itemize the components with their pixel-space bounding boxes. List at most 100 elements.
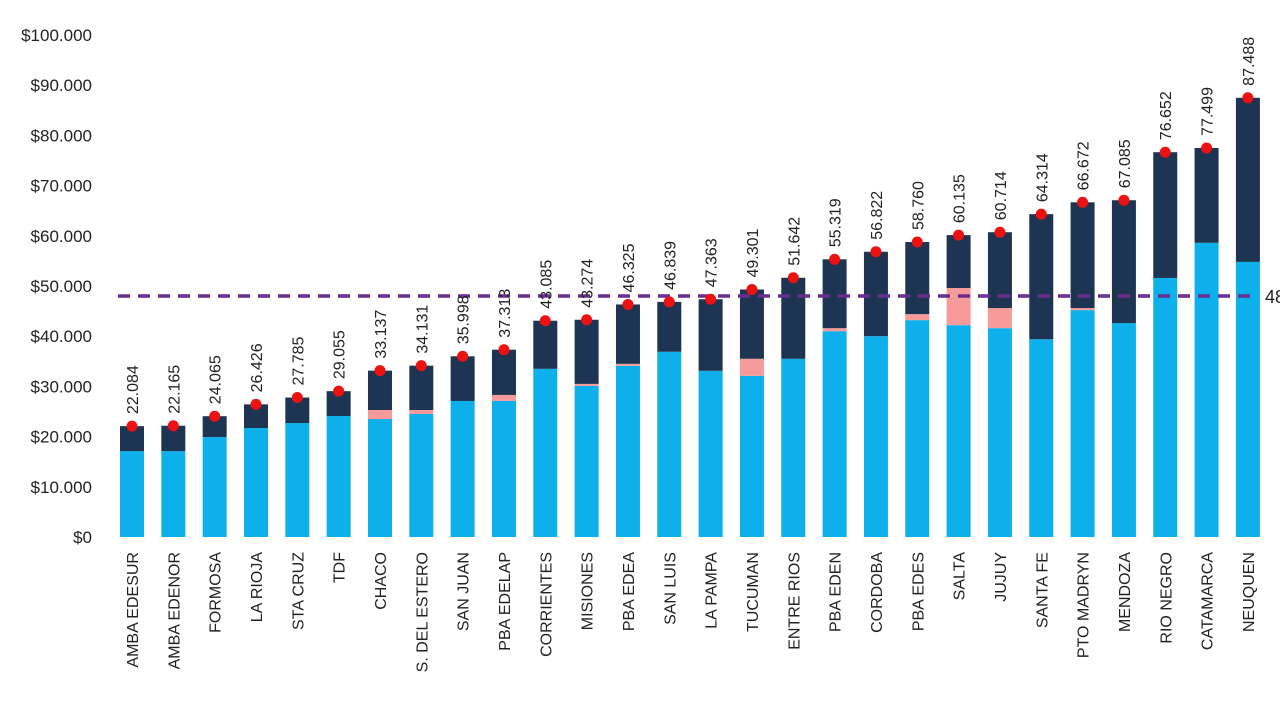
total-labels: 22.084 22.165 24.065 26.426 27.785 29.055 33.1… bbox=[125, 37, 1258, 432]
x-tick-label: RIO NEGRO bbox=[1158, 552, 1175, 644]
total-marker bbox=[1077, 196, 1089, 208]
total-label: 60.135 bbox=[952, 174, 969, 223]
x-tick-label: TUCUMAN bbox=[745, 552, 762, 632]
x-tick-label: PTO MADRYN bbox=[1076, 552, 1093, 658]
x-tick-label: ENTRE RIOS bbox=[786, 552, 803, 650]
bar-segment-0 bbox=[1070, 310, 1095, 537]
bar-segment-0 bbox=[739, 375, 764, 537]
bar-segment-2 bbox=[698, 299, 723, 371]
x-tick-label: SAN LUIS bbox=[662, 552, 679, 625]
x-tick-label: CORDOBA bbox=[869, 552, 886, 633]
bar-segment-0 bbox=[367, 419, 392, 537]
total-label: 66.672 bbox=[1076, 141, 1093, 190]
total-marker bbox=[581, 314, 593, 326]
y-tick-label: $90.000 bbox=[31, 76, 92, 95]
total-label: 47.363 bbox=[704, 238, 721, 287]
x-tick-label: CHACO bbox=[373, 552, 390, 610]
bar-segment-0 bbox=[1029, 339, 1054, 537]
total-label: 87.488 bbox=[1241, 37, 1258, 86]
total-marker bbox=[1035, 208, 1047, 220]
total-label: 34.131 bbox=[414, 305, 431, 354]
bar-segment-0 bbox=[615, 365, 640, 537]
bar-segment-2 bbox=[409, 365, 434, 410]
x-tick-label: JUJUY bbox=[993, 552, 1010, 602]
x-tick-label: NEUQUEN bbox=[1241, 552, 1258, 632]
bar-segment-2 bbox=[1194, 147, 1219, 243]
total-marker bbox=[498, 344, 510, 356]
bar-segment-2 bbox=[739, 289, 764, 359]
bar-segment-2 bbox=[450, 356, 475, 401]
bar-segment-1 bbox=[905, 314, 930, 321]
bar-segment-1 bbox=[615, 363, 640, 366]
bar-segment-0 bbox=[698, 370, 723, 537]
bar-segment-2 bbox=[202, 416, 227, 438]
total-label: 35.998 bbox=[456, 295, 473, 344]
reference-line-label: 48 bbox=[1265, 287, 1280, 307]
bar-segment-2 bbox=[574, 319, 599, 384]
total-marker bbox=[250, 398, 262, 410]
x-tick-label: FORMOSA bbox=[208, 552, 225, 633]
x-tick-label: LA PAMPA bbox=[704, 552, 721, 629]
bar-segment-0 bbox=[1111, 323, 1136, 537]
y-axis: $0 $10.000 $20.000 $30.000 $40.000 $50.000 $60… bbox=[21, 26, 92, 547]
total-marker bbox=[663, 296, 675, 308]
total-marker bbox=[787, 272, 799, 284]
bar-segment-0 bbox=[781, 358, 806, 537]
total-label: 77.499 bbox=[1200, 87, 1217, 136]
x-tick-label: CORRIENTES bbox=[538, 552, 555, 657]
total-marker bbox=[870, 246, 882, 258]
bar-segment-1 bbox=[987, 308, 1012, 329]
x-tick-label: PBA EDES bbox=[910, 552, 927, 631]
x-tick-label: PBA EDELAP bbox=[497, 552, 514, 651]
total-marker bbox=[167, 420, 179, 432]
total-label: 27.785 bbox=[290, 336, 307, 385]
total-label: 22.084 bbox=[125, 365, 142, 414]
y-tick-label: $30.000 bbox=[31, 377, 92, 396]
bar-segment-1 bbox=[491, 394, 516, 401]
x-tick-label: STA CRUZ bbox=[290, 552, 307, 630]
x-tick-label: SALTA bbox=[952, 552, 969, 601]
total-marker bbox=[1159, 146, 1171, 158]
bar-segment-2 bbox=[863, 251, 888, 337]
bar-segment-0 bbox=[863, 336, 888, 537]
total-label: 56.822 bbox=[869, 191, 886, 240]
bar-segment-0 bbox=[202, 437, 227, 537]
y-tick-label: $60.000 bbox=[31, 227, 92, 246]
bar-segment-0 bbox=[120, 451, 144, 537]
x-tick-label: MISIONES bbox=[580, 552, 597, 630]
reference-line-group: 48 bbox=[118, 287, 1280, 307]
bar-segment-0 bbox=[326, 416, 351, 537]
bar-segment-0 bbox=[1235, 261, 1260, 537]
total-marker bbox=[126, 420, 138, 432]
total-marker bbox=[911, 236, 923, 248]
x-tick-label: TDF bbox=[332, 552, 349, 583]
y-tick-label: $0 bbox=[73, 528, 92, 547]
x-tick-label: PBA EDEA bbox=[621, 552, 638, 631]
bar-segment-2 bbox=[243, 404, 268, 429]
total-marker bbox=[333, 385, 345, 397]
total-label: 29.055 bbox=[332, 330, 349, 379]
bar-segment-0 bbox=[905, 320, 930, 537]
bar-segment-0 bbox=[533, 368, 558, 537]
x-tick-label: SAN JUAN bbox=[456, 552, 473, 631]
y-tick-label: $20.000 bbox=[31, 428, 92, 447]
x-tick-label: LA RIOJA bbox=[249, 552, 266, 623]
bar-segment-2 bbox=[657, 301, 682, 352]
bar-segment-1 bbox=[946, 288, 971, 326]
bar-segment-1 bbox=[367, 409, 392, 420]
total-label: 46.325 bbox=[621, 243, 638, 292]
y-tick-label: $80.000 bbox=[31, 126, 92, 145]
bar-segment-0 bbox=[657, 351, 682, 537]
total-label: 49.301 bbox=[745, 228, 762, 277]
bar-segment-0 bbox=[987, 328, 1012, 537]
total-label: 55.319 bbox=[828, 198, 845, 247]
bar-segment-1 bbox=[739, 358, 764, 376]
y-tick-label: $40.000 bbox=[31, 327, 92, 346]
total-label: 64.314 bbox=[1034, 153, 1051, 202]
total-marker bbox=[209, 410, 221, 422]
total-label: 76.652 bbox=[1158, 91, 1175, 140]
total-label: 46.839 bbox=[662, 241, 679, 290]
total-marker bbox=[1118, 194, 1130, 206]
bar-segment-0 bbox=[946, 325, 971, 537]
